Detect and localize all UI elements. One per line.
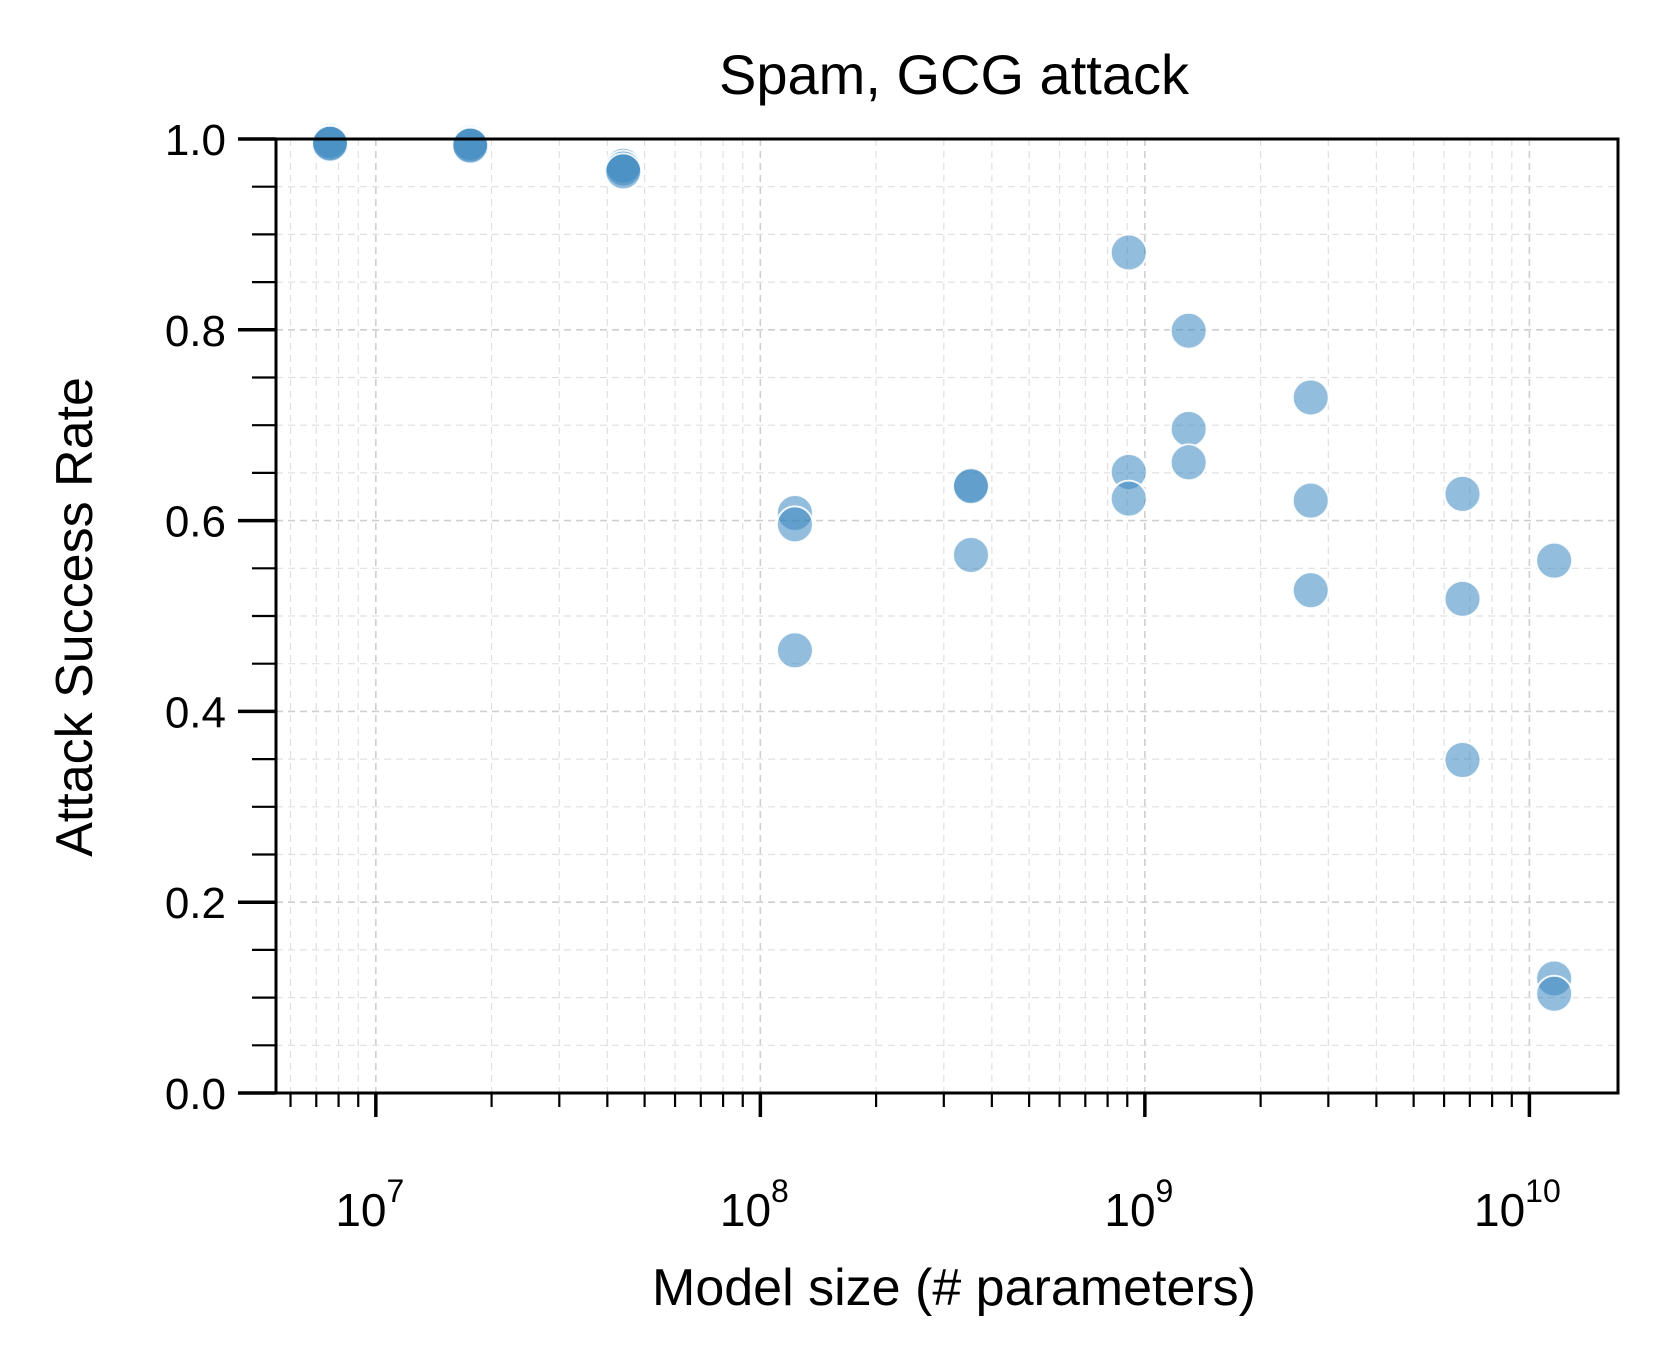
scatter-point xyxy=(1443,474,1482,513)
y-tick-label: 0.4 xyxy=(165,688,226,737)
y-tick-label: 0.6 xyxy=(165,498,226,547)
x-tick-label: 1010 xyxy=(1474,1173,1561,1236)
scatter-point xyxy=(1443,741,1482,780)
scatter-point xyxy=(1169,410,1208,449)
y-tick-label: 0.8 xyxy=(165,307,226,356)
grid-layer xyxy=(276,139,1618,1093)
x-tick-label: 108 xyxy=(720,1173,789,1236)
x-axis-label: Model size (# parameters) xyxy=(652,1259,1256,1317)
points-layer xyxy=(311,121,1574,1013)
y-tick-label: 0.2 xyxy=(165,879,226,928)
chart-title: Spam, GCG attack xyxy=(719,43,1190,106)
scatter-point xyxy=(775,631,814,670)
scatter-point xyxy=(604,152,643,191)
y-tick-label: 0.0 xyxy=(165,1070,226,1119)
scatter-point xyxy=(951,535,990,574)
scatter-point xyxy=(1291,378,1330,417)
scatter-point xyxy=(1443,579,1482,618)
scatter-point xyxy=(951,467,990,506)
tick-labels-layer: 0.0 0.2 0.4 0.6 0.8 1.0 107 108 109 1010 xyxy=(165,116,1561,1236)
scatter-point xyxy=(1291,481,1330,520)
y-tick-label: 1.0 xyxy=(165,116,226,165)
scatter-point xyxy=(1535,541,1574,580)
scatter-point xyxy=(1291,571,1330,610)
scatter-point xyxy=(1109,479,1148,518)
ticks-layer xyxy=(238,137,1532,1117)
x-tick-label: 109 xyxy=(1104,1173,1173,1236)
y-axis-label: Attack Success Rate xyxy=(46,377,104,857)
scatter-point xyxy=(1169,311,1208,350)
scatter-point xyxy=(451,126,490,165)
scatter-point xyxy=(1109,233,1148,272)
scatter-point xyxy=(1169,443,1208,482)
scatter-point xyxy=(1535,974,1574,1013)
x-tick-label: 107 xyxy=(335,1173,404,1236)
scatter-point xyxy=(775,505,814,544)
scatter-point xyxy=(311,124,350,163)
